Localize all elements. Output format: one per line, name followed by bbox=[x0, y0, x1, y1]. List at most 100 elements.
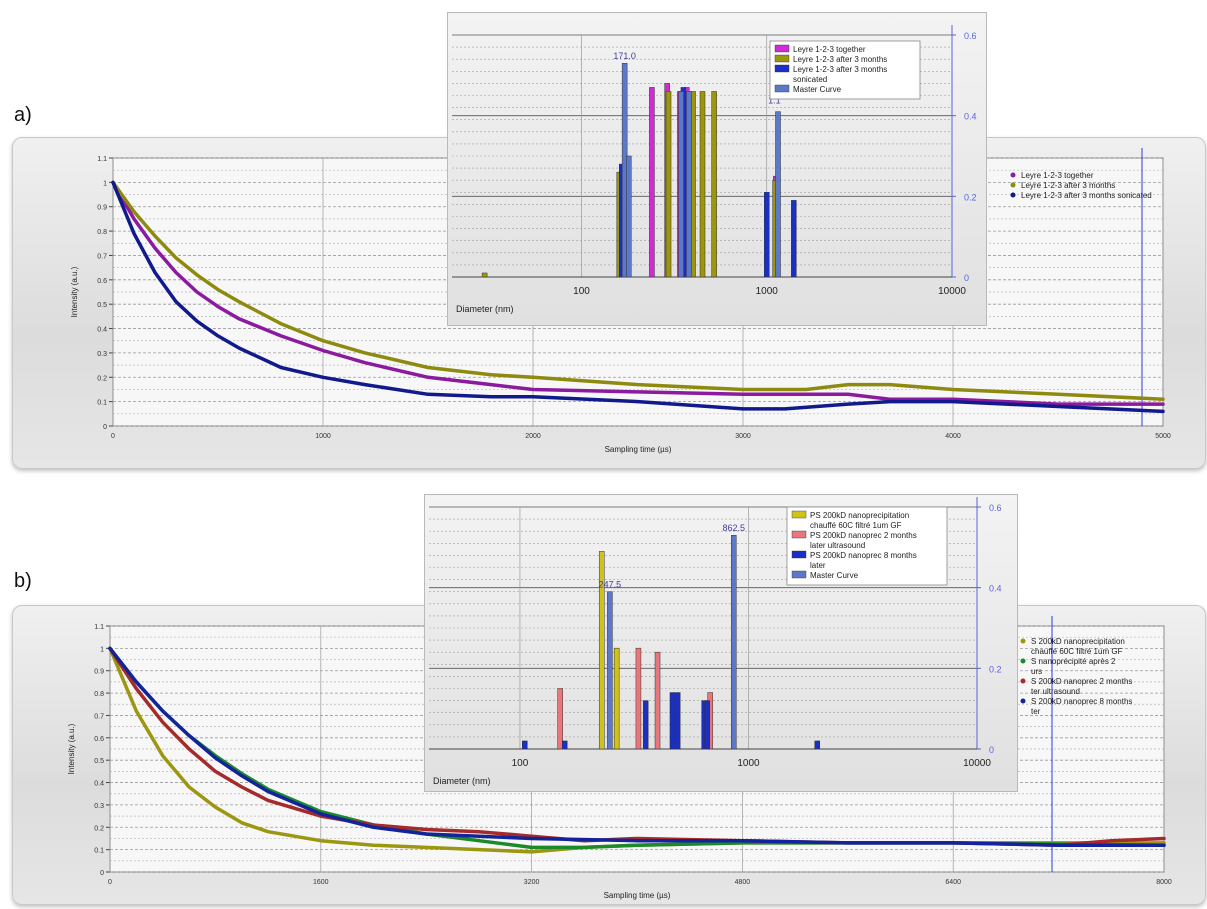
y-tick-label: 0.3 bbox=[94, 803, 104, 810]
x-tick-label: 5000 bbox=[1155, 433, 1171, 440]
legend-label: ter ultrasound bbox=[1031, 687, 1080, 696]
legend-marker bbox=[1020, 698, 1026, 704]
y-tick-label: 0.7 bbox=[94, 713, 104, 720]
y-tick-label: 0 bbox=[964, 273, 969, 283]
y-tick-label: 0.6 bbox=[94, 736, 104, 743]
y-tick-label: 0 bbox=[989, 745, 994, 755]
legend-marker bbox=[1010, 172, 1016, 178]
legend-marker bbox=[1010, 192, 1016, 198]
legend-label: Leyre 1-2-3 after 3 months bbox=[793, 55, 887, 64]
y-tick-label: 0.1 bbox=[94, 848, 104, 855]
legend-label: PS 200kD nanoprec 8 months bbox=[810, 551, 917, 560]
y-tick-label: 0 bbox=[103, 424, 107, 431]
x-tick-label: 1000 bbox=[737, 758, 760, 769]
series-line bbox=[111, 180, 1165, 414]
legend-swatch bbox=[791, 530, 807, 539]
chart-a-inset: 0 0.2 0.4 0.6 100 1000 10000 Diameter (nm) 171.0… bbox=[452, 25, 977, 314]
legend-label: Leyre 1-2-3 after 3 months bbox=[793, 65, 887, 74]
bar bbox=[598, 551, 605, 750]
y-tick-label: 0.6 bbox=[964, 31, 977, 41]
y-tick-label: 1.1 bbox=[97, 156, 107, 163]
legend-box bbox=[786, 506, 948, 586]
bar bbox=[613, 647, 620, 750]
legend-swatch bbox=[791, 510, 807, 519]
y-tick-label: 0.8 bbox=[94, 691, 104, 698]
bar bbox=[557, 688, 563, 750]
x-tick-label: 0 bbox=[111, 433, 115, 440]
y-tick-label: 0.1 bbox=[97, 400, 107, 407]
peak-label: 247.5 bbox=[599, 580, 622, 590]
bar bbox=[665, 91, 672, 278]
y-tick-label: 0.4 bbox=[989, 584, 1002, 594]
y-tick-label: 0.5 bbox=[94, 758, 104, 765]
inset-a: 0 0.2 0.4 0.6 100 1000 10000 Diameter (nm) 171.0… bbox=[447, 12, 987, 326]
series-line bbox=[111, 180, 1165, 401]
legend-marker bbox=[1020, 678, 1026, 684]
legend-swatch bbox=[791, 570, 807, 579]
y-tick-label: 0.6 bbox=[97, 278, 107, 285]
legend-marker bbox=[1010, 182, 1016, 188]
x-tick-label: 4800 bbox=[735, 879, 751, 886]
legend-label: S 200kD nanoprec 8 months bbox=[1031, 697, 1132, 706]
y-axis-label: Intensity (a.u.) bbox=[67, 723, 76, 774]
x-tick-label: 2000 bbox=[525, 433, 541, 440]
y-tick-label: 0.4 bbox=[97, 327, 107, 334]
x-axis-label: Sampling time (µs) bbox=[605, 445, 672, 454]
legend-label: S 200kD nanoprecipitation bbox=[1031, 637, 1125, 646]
chart-b-inset: 0 0.2 0.4 0.6 100 1000 10000 Diameter (nm) 247.5… bbox=[429, 497, 1002, 786]
bar bbox=[642, 700, 649, 750]
bar bbox=[607, 591, 613, 750]
bar bbox=[669, 692, 676, 750]
y-tick-label: 0.4 bbox=[964, 112, 977, 122]
bar bbox=[481, 272, 488, 278]
legend-swatch bbox=[774, 54, 790, 63]
bar bbox=[763, 192, 770, 278]
bar bbox=[699, 91, 706, 278]
peak-label: 862.5 bbox=[723, 523, 746, 533]
legend-label: ter bbox=[1031, 707, 1041, 716]
y-tick-label: 0.3 bbox=[97, 351, 107, 358]
x-tick-label: 6400 bbox=[945, 879, 961, 886]
legend-label: Master Curve bbox=[810, 571, 859, 580]
legend-label: Master Curve bbox=[793, 85, 842, 94]
y-tick-label: 1 bbox=[103, 180, 107, 187]
legend-swatch bbox=[791, 550, 807, 559]
legend-marker bbox=[1020, 638, 1026, 644]
panel-b-label: b) bbox=[14, 570, 32, 592]
bar bbox=[626, 155, 632, 278]
peak-label: 171.0 bbox=[613, 51, 636, 61]
x-tick-label: 3000 bbox=[735, 433, 751, 440]
legend-label: Leyre 1-2-3 together bbox=[1021, 171, 1094, 180]
legend-label: Leyre 1-2-3 after 3 months bbox=[1021, 181, 1115, 190]
legend-label: Leyre 1-2-3 together bbox=[793, 45, 866, 54]
bar bbox=[791, 200, 797, 278]
legend-label: Leyre 1-2-3 after 3 months sonicated bbox=[1021, 191, 1152, 200]
y-tick-label: 0.8 bbox=[97, 229, 107, 236]
y-tick-label: 0.6 bbox=[989, 503, 1002, 513]
x-tick-label: 3200 bbox=[524, 879, 540, 886]
bar bbox=[731, 534, 737, 750]
series-line bbox=[111, 180, 1165, 406]
bar bbox=[814, 740, 821, 750]
x-tick-label: 8000 bbox=[1156, 879, 1172, 886]
legend-label: PS 200kD nanoprecipitation bbox=[810, 511, 909, 520]
y-tick-label: 0.2 bbox=[989, 664, 1002, 674]
legend-label: later bbox=[810, 561, 826, 570]
y-tick-label: 0 bbox=[100, 870, 104, 877]
legend-swatch bbox=[774, 84, 790, 93]
y-tick-label: 0.5 bbox=[97, 302, 107, 309]
x-tick-label: 1600 bbox=[313, 879, 329, 886]
y-tick-label: 0.2 bbox=[97, 375, 107, 382]
bar bbox=[704, 700, 710, 750]
legend-label: S nanoprécipité après 2 bbox=[1031, 657, 1116, 666]
bar bbox=[686, 91, 692, 278]
y-tick-label: 0.2 bbox=[964, 192, 977, 202]
legend-label: sonicated bbox=[793, 75, 827, 84]
y-tick-label: 0.2 bbox=[94, 825, 104, 832]
bar bbox=[711, 91, 717, 278]
x-axis-label: Diameter (nm) bbox=[433, 776, 491, 786]
legend-label: later ultrasound bbox=[810, 541, 865, 550]
y-tick-label: 1.1 bbox=[94, 624, 104, 631]
x-tick-label: 0 bbox=[108, 879, 112, 886]
x-tick-label: 10000 bbox=[938, 286, 966, 297]
